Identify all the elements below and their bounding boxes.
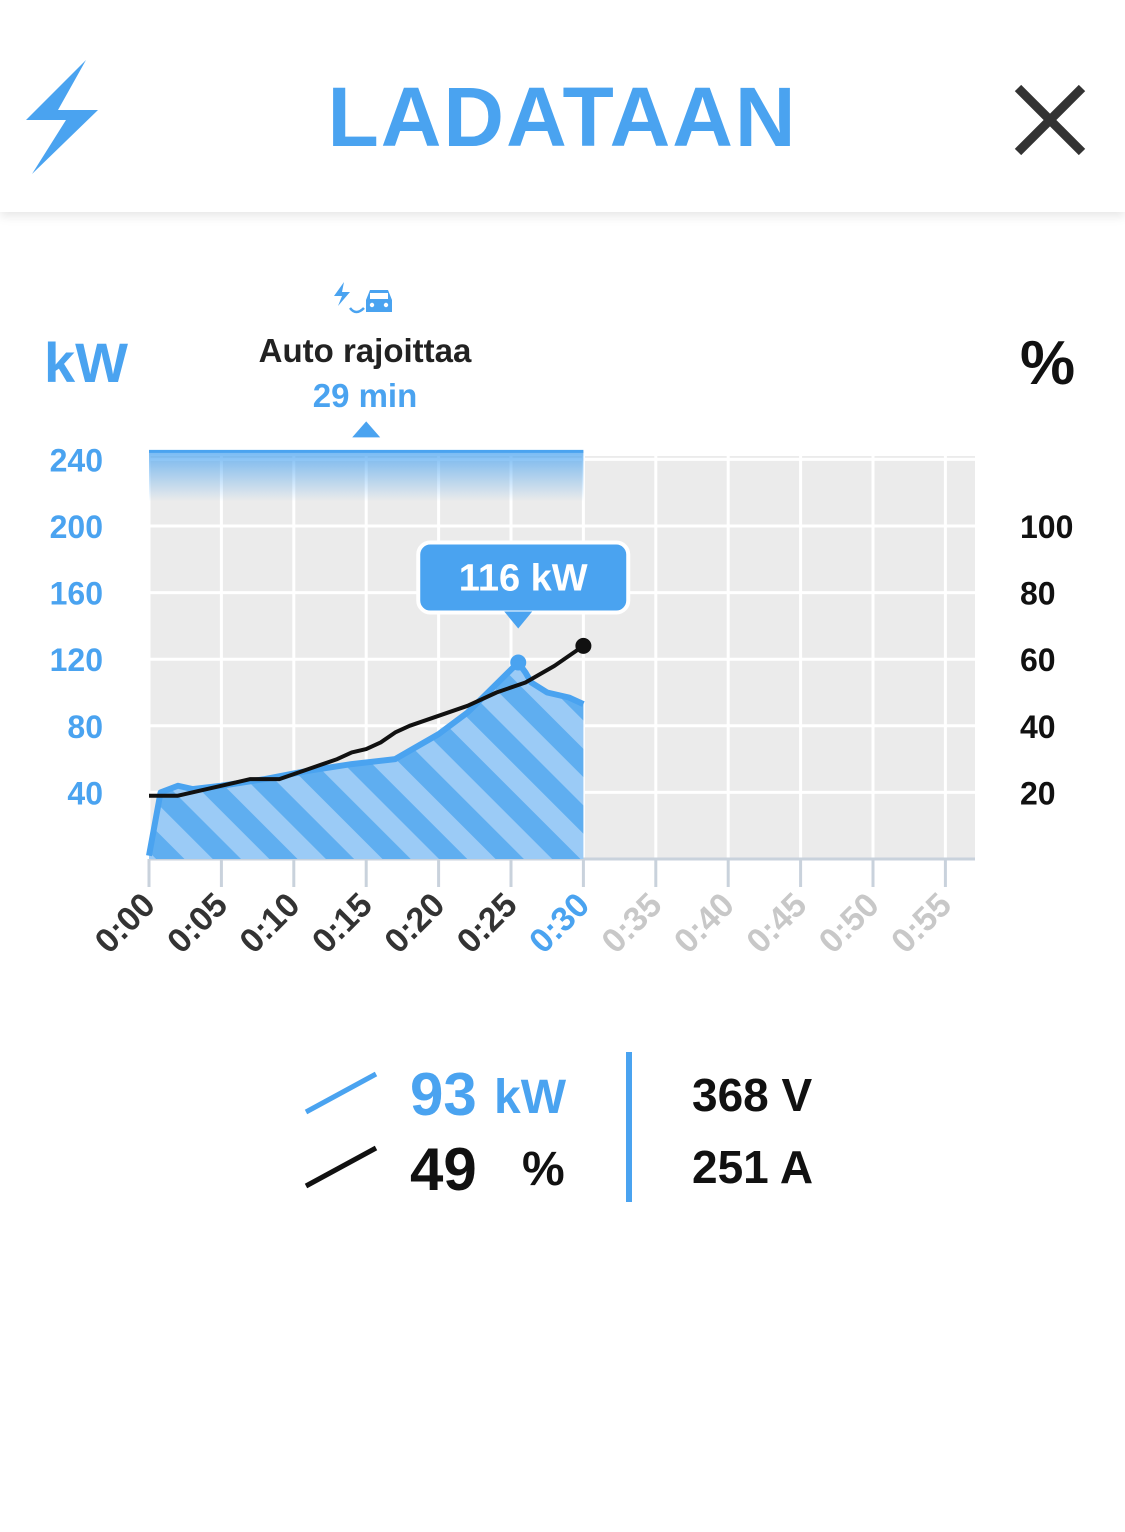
limit-marker-triangle [352, 421, 381, 438]
app-header: LADATAAN [0, 0, 1125, 212]
kw-peak-point [510, 654, 527, 671]
kw-area-fill [149, 662, 584, 859]
left-axis-unit: kW [44, 331, 128, 394]
soc-legend-line [304, 1145, 378, 1189]
page-title: LADATAAN [327, 70, 798, 164]
lightning-bolt-icon[interactable] [18, 58, 104, 178]
kw-area [146, 654, 585, 859]
kw-legend-line [304, 1071, 378, 1115]
y-axis-ticks: 40 80 120 160 200 240 20 40 60 80 100 [50, 442, 1074, 811]
y-left-tick-label: 80 [67, 709, 103, 745]
x-tick-label: 0:30 [522, 886, 597, 961]
legend-divider [626, 1052, 632, 1202]
y-right-tick-label: 60 [1020, 642, 1056, 678]
x-tick-label: 0:50 [812, 886, 887, 961]
soc-series-line [149, 644, 585, 798]
x-tick-label: 0:25 [450, 886, 525, 961]
soc-current-point [575, 637, 592, 654]
x-tick-label: 0:20 [377, 886, 452, 961]
limit-label: Auto rajoittaa [258, 332, 472, 369]
x-tick-label: 0:00 [88, 886, 163, 961]
callout-pointer [504, 611, 533, 629]
y-left-tick-label: 120 [50, 642, 103, 678]
series-lines [149, 637, 592, 798]
callout-label: 116 kW [459, 558, 588, 600]
state-of-charge-unit: % [522, 1143, 565, 1196]
x-axis-ticks: 0:000:050:100:150:200:250:300:350:400:45… [88, 886, 959, 961]
y-left-tick-label: 40 [67, 775, 103, 811]
close-icon[interactable] [1010, 80, 1090, 160]
y-right-tick-label: 100 [1020, 509, 1073, 545]
x-tick-label: 0:45 [739, 886, 814, 961]
x-tick-label: 0:05 [160, 886, 235, 961]
y-left-tick-label: 160 [50, 576, 103, 612]
state-of-charge-value: 49 [410, 1136, 477, 1203]
y-right-tick-label: 80 [1020, 576, 1056, 612]
current-readout: 251 A [692, 1141, 814, 1193]
limit-time: 29 min [312, 377, 418, 414]
y-right-tick-label: 40 [1020, 709, 1056, 745]
peak-callout: 116 kW [416, 540, 631, 629]
right-axis-unit: % [1020, 329, 1076, 398]
current-power-unit: kW [494, 1071, 566, 1124]
voltage-readout: 368 V [692, 1069, 813, 1121]
charging-car-icon [334, 282, 392, 314]
limit-band [149, 421, 584, 502]
kw-series-line [146, 659, 585, 857]
current-power-value: 93 [410, 1061, 477, 1128]
charging-chart: 40 80 120 160 200 240 20 40 60 80 100 0:000:050:10… [50, 421, 1074, 961]
y-left-tick-label: 240 [50, 442, 103, 478]
x-tick-label: 0:55 [884, 886, 959, 961]
y-left-tick-label: 200 [50, 509, 103, 545]
x-tick-label: 0:40 [667, 886, 742, 961]
x-tick-label: 0:35 [594, 886, 669, 961]
x-tick-label: 0:10 [232, 886, 307, 961]
limit-band-fill [149, 451, 584, 502]
y-right-tick-label: 20 [1020, 775, 1056, 811]
x-tick-label: 0:15 [305, 886, 380, 961]
